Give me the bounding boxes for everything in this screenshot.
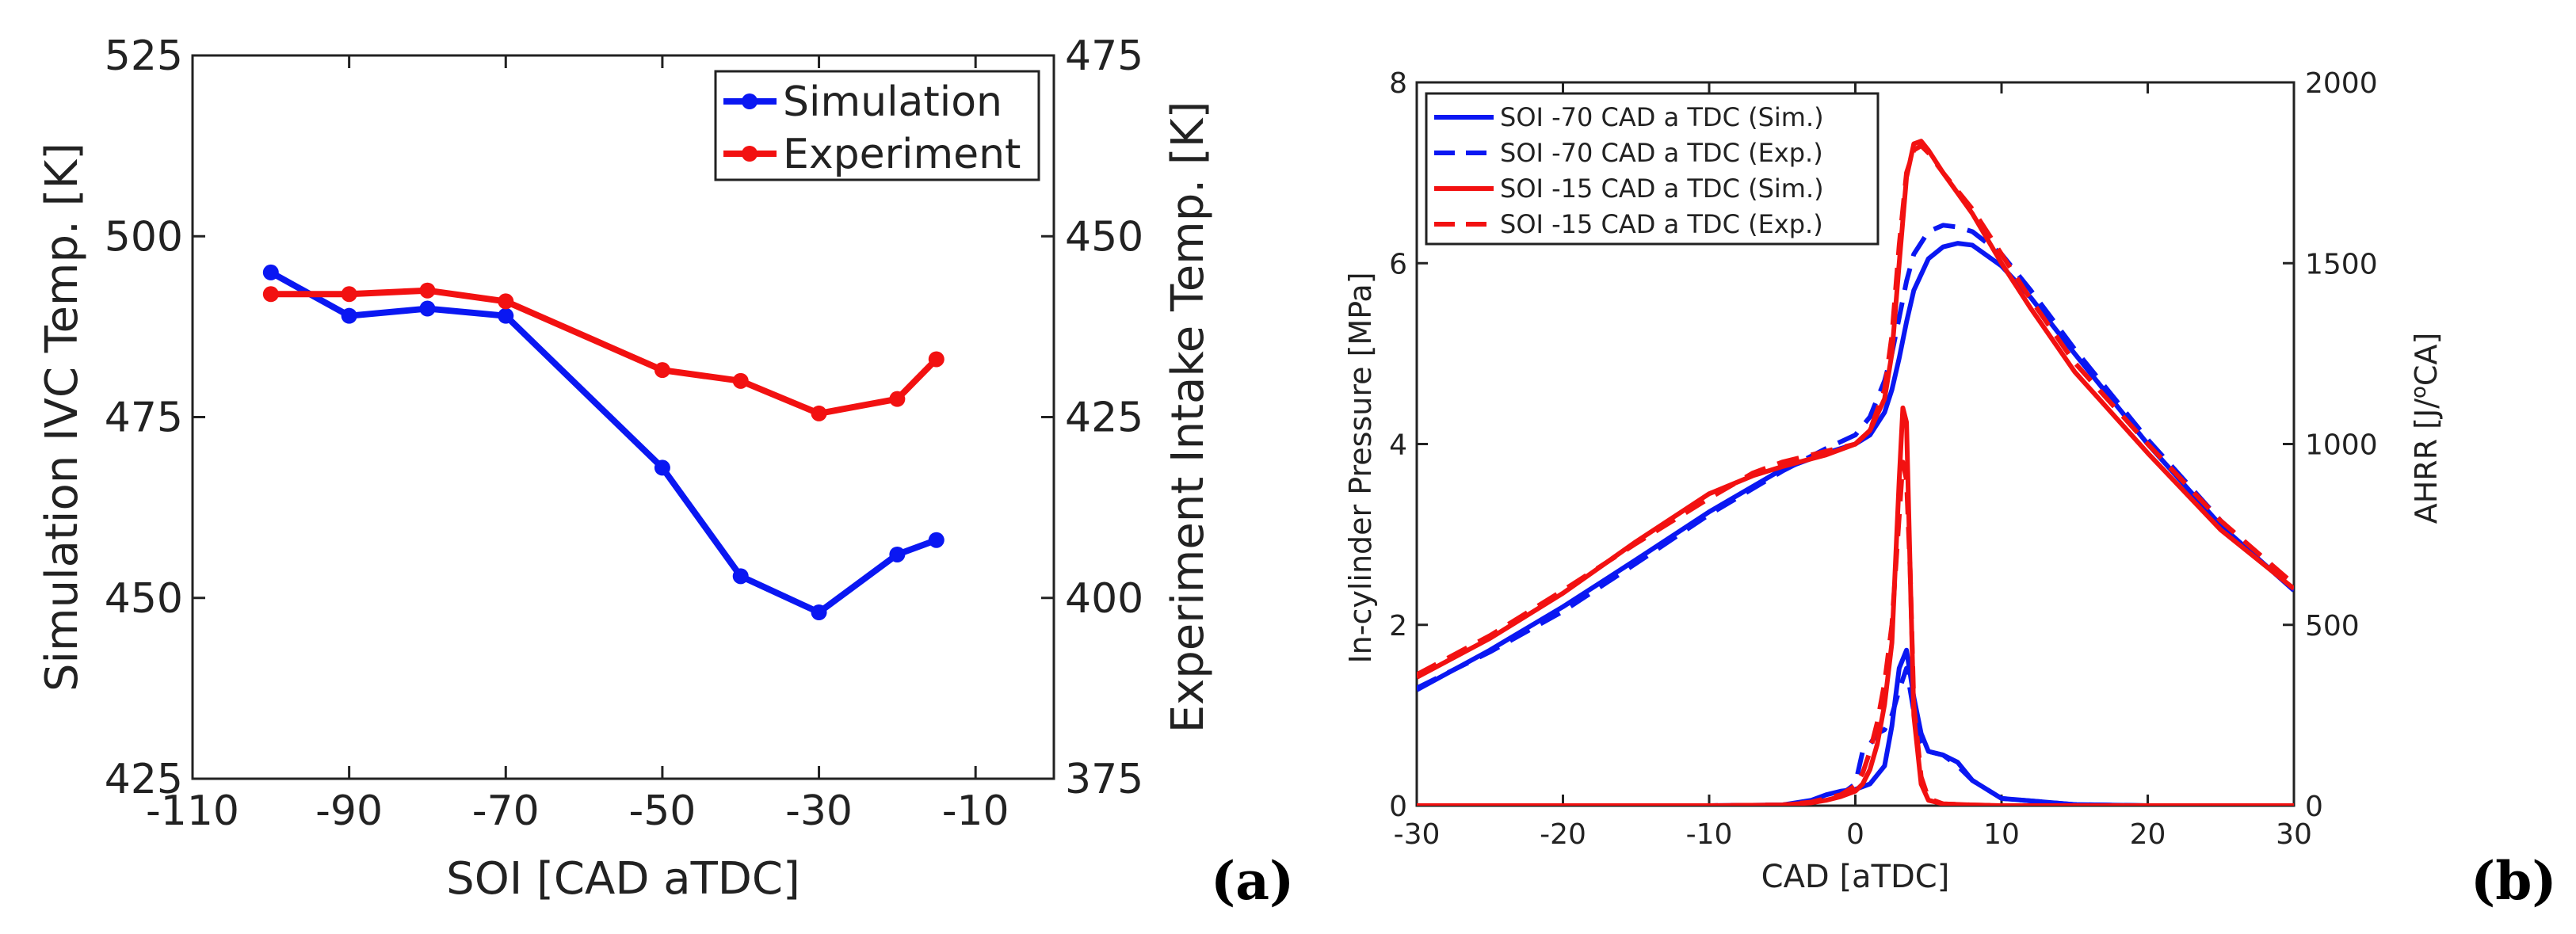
panel-b-ytick-label-right: 500 (2305, 610, 2360, 642)
panel-b-xtick-label: -30 (1394, 818, 1441, 851)
panel-a-xtick-label: -70 (472, 787, 540, 835)
panel-b-ytick-label-right: 1500 (2305, 248, 2378, 280)
panel-b-pressure-line-2 (1417, 139, 2294, 680)
panel-a-point-simulation (498, 307, 514, 324)
panel-a-ytick-label-left: 475 (105, 395, 183, 442)
panel-b-ylabel-right: AHRR [J/oCA] (2407, 333, 2444, 524)
panel-b-plot-area (1417, 139, 2294, 806)
panel-a-legend-label: Experiment (783, 131, 1021, 178)
panel-b-ylabel-right-sup: o (2407, 386, 2431, 398)
panel-b-ytick-label-left: 0 (1389, 791, 1407, 823)
panel-b-ytick-label-left: 2 (1389, 610, 1407, 642)
panel-a-point-simulation (341, 307, 357, 324)
panel-a-point-experiment (341, 286, 357, 303)
panel-b-legend-label: SOI -70 CAD a TDC (Exp.) (1500, 138, 1823, 168)
panel-a-point-simulation (262, 264, 279, 280)
panel-b-legend: SOI -70 CAD a TDC (Sim.) SOI -70 CAD a TD… (1425, 92, 1880, 246)
panel-b: -30 -20 -10 0 10 20 30024680500100015002000CAD… (1343, 67, 2557, 912)
panel-a-point-simulation (928, 532, 945, 548)
panel-a-ytick-label-right: 425 (1065, 395, 1143, 442)
panel-a-ytick-label-left: 450 (105, 575, 183, 623)
panel-b-ylabel-right-main: AHRR [J/ (2409, 398, 2444, 524)
panel-a-point-simulation (889, 546, 906, 562)
panel-b-ytick-label-left: 4 (1389, 429, 1407, 462)
panel-b-ahrr-line-3 (1417, 459, 2294, 806)
panel-a-xtick-label: -10 (942, 787, 1009, 835)
panel-a-point-experiment (889, 391, 906, 407)
panel-a-xlabel: SOI [CAD aTDC] (446, 853, 800, 905)
panel-b-legend-box (1425, 92, 1880, 246)
panel-b-ahrr-line-0 (1417, 647, 2294, 806)
panel-a-series-line-experiment (270, 287, 939, 417)
panel-b-ytick-label-right: 0 (2305, 791, 2323, 823)
panel-a-legend: Simulation Experiment (714, 70, 1040, 181)
panel-a-ytick-label-right: 400 (1065, 575, 1143, 623)
panel-a-xtick-label: -90 (315, 787, 383, 835)
panel-a-xtick-label: -30 (785, 787, 853, 835)
panel-a-ytick-label-right: 375 (1065, 756, 1143, 803)
panel-a-point-simulation (654, 459, 670, 476)
panel-b-pressure-line-3 (1417, 143, 2294, 677)
panel-a-point-experiment (928, 351, 945, 368)
panel-b-xtick-label: 20 (2130, 818, 2166, 851)
panel-a-ylabel-right: Experiment Intake Temp. [K] (1162, 101, 1214, 734)
panel-a-ytick-label-right: 450 (1065, 213, 1143, 261)
panel-a-point-simulation (732, 568, 749, 585)
panel-b-xtick-label: 0 (1846, 818, 1864, 851)
panel-a-xtick-label: -50 (628, 787, 696, 835)
panel-b-ylabel-left: In-cylinder Pressure [MPa] (1343, 272, 1378, 663)
panel-b-ytick-label-left: 6 (1389, 248, 1407, 280)
panel-a: -110 -90 -70 -50 -30 -10 425 450 475 500 525 375 400… (36, 32, 1294, 912)
panel-b-ytick-label-left: 8 (1389, 67, 1407, 100)
panel-b-letter: (b) (2471, 850, 2557, 912)
panel-a-point-simulation (811, 604, 827, 621)
panel-a-point-experiment (811, 405, 827, 421)
panel-a-point-experiment (654, 362, 670, 379)
panel-b-ytick-label-right: 2000 (2305, 67, 2378, 100)
panel-a-ytick-label-left: 525 (105, 32, 183, 80)
panel-b-xtick-label: 10 (1983, 818, 2020, 851)
panel-a-legend-label: Simulation (783, 78, 1002, 126)
panel-b-xlabel: CAD [aTDC] (1761, 859, 1950, 895)
panel-a-letter: (a) (1211, 850, 1294, 912)
panel-a-legend-box (714, 70, 1040, 181)
panel-b-xtick-label: -20 (1540, 818, 1586, 851)
panel-a-point-experiment (498, 293, 514, 310)
panel-a-legend-marker (742, 146, 758, 162)
panel-b-xtick-label: 30 (2276, 818, 2312, 851)
panel-a-point-experiment (732, 372, 749, 389)
panel-a-legend-marker (742, 93, 758, 109)
panel-a-point-simulation (419, 300, 436, 317)
panel-a-ylabel-left: Simulation IVC Temp. [K] (36, 143, 88, 692)
panel-a-point-experiment (262, 286, 279, 303)
panel-b-ytick-label-right: 1000 (2305, 429, 2378, 462)
panel-b-pressure-line-1 (1417, 223, 2294, 691)
panel-a-ytick-label-right: 475 (1065, 32, 1143, 80)
panel-b-legend-label: SOI -15 CAD a TDC (Sim.) (1500, 173, 1824, 204)
panel-a-point-experiment (419, 282, 436, 299)
panel-a-xtick-label: -110 (146, 787, 239, 835)
panel-a-ytick-label-left: 425 (105, 756, 183, 803)
panel-b-xtick-label: -10 (1686, 818, 1733, 851)
panel-a-series-line-simulation (269, 269, 938, 616)
panel-b-legend-label: SOI -15 CAD a TDC (Exp.) (1500, 209, 1823, 239)
panel-b-ahrr-line-1 (1417, 665, 2294, 806)
panel-a-ytick-label-left: 500 (105, 213, 183, 261)
panel-b-ylabel-right-tail: CA] (2409, 333, 2444, 386)
panel-b-legend-label: SOI -70 CAD a TDC (Sim.) (1500, 102, 1824, 132)
